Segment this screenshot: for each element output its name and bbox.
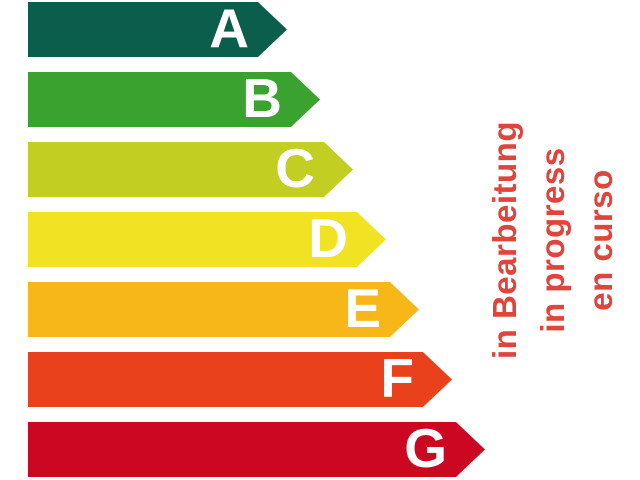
grade-letter-b: B <box>242 67 282 129</box>
watermark-in-progress: in Bearbeitung in progress en curso <box>481 70 631 410</box>
grade-arrow-d: D <box>28 212 386 267</box>
grade-letter-c: C <box>275 137 315 199</box>
watermark-line-english: in progress <box>534 147 571 333</box>
grade-arrow-f: F <box>28 352 452 407</box>
watermark-line-spanish: en curso <box>582 169 619 311</box>
grade-letter-g: G <box>404 417 447 479</box>
grade-arrow-a: A <box>28 2 287 57</box>
grade-letter-d: D <box>308 207 348 269</box>
grade-letter-f: F <box>380 347 414 409</box>
grade-arrow-c: C <box>28 142 353 197</box>
grade-arrow-g: G <box>28 422 485 477</box>
grade-arrow-b: B <box>28 72 320 127</box>
grade-arrow-e: E <box>28 282 419 337</box>
grade-letter-a: A <box>209 0 249 59</box>
grade-letter-e: E <box>344 277 381 339</box>
watermark-line-german: in Bearbeitung <box>486 120 523 360</box>
